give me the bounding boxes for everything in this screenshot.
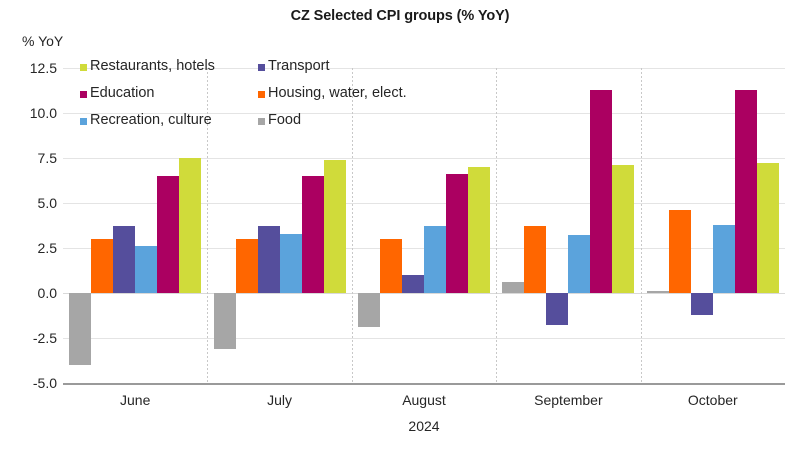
bar: [467, 167, 490, 293]
legend-item[interactable]: Recreation, culture: [80, 112, 258, 128]
bar: [690, 293, 713, 315]
legend-row: Education Housing, water, elect.: [80, 85, 410, 112]
legend-swatch-icon: [80, 90, 87, 98]
bar: [157, 176, 180, 293]
category-separator: [496, 68, 498, 383]
bar: [279, 233, 302, 293]
bar: [179, 158, 202, 293]
gridline: [63, 203, 785, 204]
legend-swatch-icon: [258, 63, 265, 71]
legend-item[interactable]: Transport: [258, 58, 330, 74]
gridline: [63, 158, 785, 159]
bar: [646, 291, 669, 293]
category-separator: [640, 68, 642, 383]
legend-label: Recreation, culture: [90, 112, 212, 128]
gridline: [63, 68, 785, 69]
legend-item[interactable]: Housing, water, elect.: [258, 85, 407, 101]
bar: [756, 163, 779, 293]
x-axis-line: [63, 383, 785, 385]
category-separator: [207, 68, 209, 383]
chart-legend: Restaurants, hotels Transport Education Hou…: [80, 58, 410, 139]
bar: [401, 275, 424, 293]
legend-item[interactable]: Food: [258, 112, 301, 128]
bar: [379, 239, 402, 293]
bar-group: [496, 68, 640, 383]
x-axis-tick-label: October: [687, 392, 738, 408]
legend-item[interactable]: Education: [80, 85, 258, 101]
bar: [301, 176, 324, 293]
legend-label: Education: [90, 85, 155, 101]
bar: [357, 293, 380, 328]
bar: [257, 226, 280, 293]
bar: [91, 239, 114, 293]
x-axis-tick-label: June: [120, 392, 151, 408]
bar: [113, 226, 136, 293]
legend-label: Transport: [268, 58, 330, 74]
bar-group: [641, 68, 785, 383]
bar: [546, 293, 569, 326]
y-axis-tick-label: 12.5: [29, 60, 57, 76]
y-axis-tick-label: 5.0: [37, 195, 57, 211]
x-axis-tick-label: August: [402, 392, 446, 408]
legend-label: Food: [268, 112, 302, 128]
bar: [568, 235, 591, 293]
legend-label: Restaurants, hotels: [90, 58, 215, 74]
y-axis-tick-label: 10.0: [29, 105, 57, 121]
bar: [734, 89, 757, 293]
plot-area: [63, 68, 785, 384]
bar: [590, 89, 613, 293]
bar: [445, 174, 468, 293]
legend-row: Restaurants, hotels Transport: [80, 58, 410, 85]
legend-swatch-icon: [80, 117, 87, 125]
legend-swatch-icon: [80, 63, 87, 71]
bar-group: [207, 68, 351, 383]
bar-group: [352, 68, 496, 383]
legend-swatch-icon: [258, 117, 265, 125]
x-axis-title: 2024: [408, 418, 440, 434]
y-axis-tick-label: 7.5: [37, 150, 57, 166]
bar: [712, 224, 735, 293]
x-axis-tick-label: July: [267, 392, 293, 408]
bar: [135, 246, 158, 293]
legend-row: Recreation, culture Food: [80, 112, 410, 139]
y-axis-tick-label: 0.0: [37, 285, 57, 301]
bar: [612, 165, 635, 293]
y-axis-tick-labels: 12.5 10.0 7.5 5.0 2.5 0.0 -2.5 -5.0: [0, 0, 57, 450]
y-axis-title: % YoY: [22, 33, 64, 49]
bar: [423, 226, 446, 293]
category-separator: [351, 68, 353, 383]
gridline: [63, 113, 785, 114]
y-axis-tick-label: -2.5: [32, 330, 57, 346]
bar: [69, 293, 92, 365]
bar: [524, 226, 547, 293]
legend-swatch-icon: [258, 90, 265, 98]
gridline: [63, 293, 785, 294]
y-axis-tick-label: 2.5: [37, 240, 57, 256]
chart-title: CZ Selected CPI groups (% YoY): [290, 8, 510, 24]
bar: [502, 282, 525, 293]
bar: [323, 159, 346, 293]
bar: [235, 239, 258, 293]
y-axis-tick-label: -5.0: [32, 375, 57, 391]
legend-label: Housing, water, elect.: [268, 85, 407, 101]
bar: [213, 293, 236, 349]
x-axis-tick-label: September: [534, 392, 603, 408]
legend-item[interactable]: Restaurants, hotels: [80, 58, 258, 74]
gridline: [63, 338, 785, 339]
bar: [668, 210, 691, 293]
bar-group: [63, 68, 207, 383]
